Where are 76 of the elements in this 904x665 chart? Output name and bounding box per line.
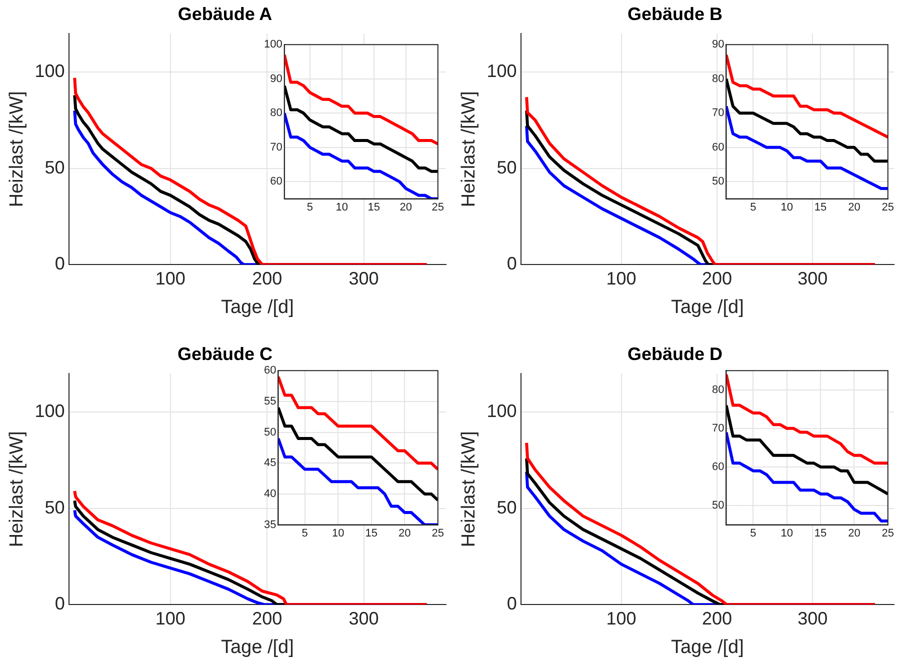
x-tick-label: 25 — [432, 201, 444, 214]
x-tick-label: 5 — [306, 201, 314, 214]
chart-title: Gebäude C — [177, 344, 273, 364]
y-tick-label: 60 — [712, 461, 724, 474]
x-axis-title: Tage /[d] — [670, 636, 744, 658]
chart-title: Gebäude A — [178, 4, 272, 24]
y-tick-label: 0 — [54, 594, 65, 614]
x-tick-label: 200 — [702, 608, 732, 628]
y-tick-label: 40 — [264, 488, 276, 500]
x-tick-label: 300 — [348, 608, 379, 628]
chart-title: Gebäude B — [627, 4, 723, 24]
x-tick-label: 100 — [155, 608, 186, 628]
y-tick-label: 80 — [712, 384, 724, 396]
y-tick-label: 50 — [712, 500, 724, 512]
y-tick-label: 50 — [264, 426, 276, 438]
y-tick-label: 70 — [270, 141, 282, 154]
y-axis-title: Heizlast /[kW] — [6, 431, 28, 548]
x-tick-label: 5 — [750, 201, 756, 214]
x-tick-label: 10 — [332, 527, 344, 540]
y-tick-label: 100 — [486, 401, 517, 422]
x-tick-label: 10 — [780, 201, 793, 214]
x-tick-label: 20 — [400, 201, 412, 214]
x-tick-label: 25 — [432, 527, 444, 540]
x-tick-label: 10 — [780, 527, 793, 540]
y-tick-label: 100 — [34, 61, 65, 82]
x-tick-label: 20 — [848, 201, 860, 214]
y-tick-label: 0 — [54, 254, 65, 274]
y-tick-label: 50 — [44, 497, 65, 518]
x-tick-label: 100 — [155, 268, 186, 288]
x-tick-label: 300 — [348, 268, 379, 288]
y-tick-label: 60 — [712, 141, 724, 154]
x-tick-label: 100 — [606, 608, 636, 628]
x-tick-label: 25 — [882, 201, 894, 214]
y-tick-label: 90 — [270, 72, 282, 85]
y-axis-title: Heizlast /[kW] — [6, 91, 28, 208]
x-axis-title: Tage /[d] — [220, 636, 294, 658]
x-tick-label: 200 — [252, 268, 282, 288]
y-axis-title: Heizlast /[kW] — [458, 91, 480, 208]
y-tick-label: 50 — [496, 157, 517, 178]
x-tick-label: 200 — [252, 608, 282, 628]
y-tick-label: 55 — [264, 395, 276, 408]
y-tick-label: 70 — [712, 107, 724, 120]
x-tick-label: 300 — [798, 268, 828, 288]
y-tick-label: 0 — [506, 254, 517, 274]
x-tick-label: 25 — [882, 527, 894, 540]
y-tick-label: 90 — [712, 38, 724, 51]
y-tick-label: 45 — [264, 457, 276, 470]
y-tick-label: 100 — [486, 61, 517, 82]
x-tick-label: 5 — [750, 527, 756, 540]
x-tick-label: 10 — [336, 201, 348, 214]
x-tick-label: 15 — [368, 201, 380, 214]
y-tick-label: 0 — [506, 594, 517, 614]
y-tick-label: 80 — [270, 107, 282, 120]
x-tick-label: 20 — [848, 527, 860, 540]
y-tick-label: 50 — [496, 497, 517, 518]
x-tick-label: 5 — [302, 527, 308, 540]
y-tick-label: 80 — [712, 72, 724, 85]
x-tick-label: 15 — [814, 201, 827, 214]
x-tick-label: 15 — [814, 527, 827, 540]
x-tick-label: 15 — [365, 527, 378, 540]
y-tick-label: 70 — [712, 422, 724, 434]
x-axis-title: Tage /[d] — [670, 296, 744, 318]
y-tick-label: 35 — [264, 518, 276, 531]
y-tick-label: 60 — [270, 176, 282, 188]
x-tick-label: 20 — [398, 527, 411, 540]
y-tick-label: 50 — [44, 157, 65, 178]
y-tick-label: 50 — [712, 176, 724, 188]
y-axis-title: Heizlast /[kW] — [458, 431, 480, 548]
x-axis-title: Tage /[d] — [220, 296, 294, 318]
x-tick-label: 200 — [702, 268, 732, 288]
y-tick-label: 100 — [34, 401, 65, 422]
chart-title: Gebäude D — [627, 344, 723, 364]
x-tick-label: 300 — [798, 608, 828, 628]
y-tick-label: 100 — [264, 38, 282, 51]
x-tick-label: 100 — [606, 268, 636, 288]
y-tick-label: 60 — [264, 364, 276, 377]
